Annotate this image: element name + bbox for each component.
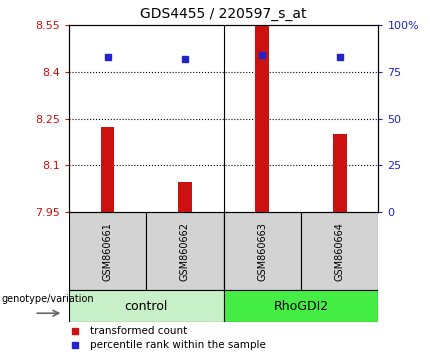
Bar [146,212,224,290]
Text: genotype/variation: genotype/variation [1,294,94,304]
Bar [224,212,301,290]
Bar [69,212,146,290]
Text: GSM860661: GSM860661 [102,222,113,281]
Text: GSM860663: GSM860663 [257,222,267,281]
Text: percentile rank within the sample: percentile rank within the sample [90,340,266,350]
Bar [224,290,378,322]
Bar [301,212,378,290]
Text: control: control [125,300,168,313]
Bar [255,26,269,212]
Text: RhoGDI2: RhoGDI2 [273,300,329,313]
Bar [178,182,192,212]
Text: transformed count: transformed count [90,326,188,336]
Title: GDS4455 / 220597_s_at: GDS4455 / 220597_s_at [140,7,307,21]
Bar [101,127,114,212]
Bar [69,290,224,322]
Text: GSM860664: GSM860664 [335,222,345,281]
Text: GSM860662: GSM860662 [180,222,190,281]
Bar [333,134,347,212]
